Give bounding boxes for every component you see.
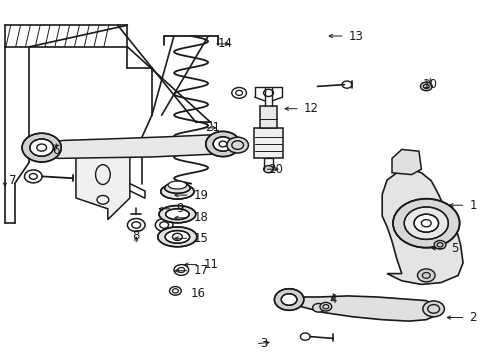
Text: 19: 19 xyxy=(194,189,209,202)
Polygon shape xyxy=(392,149,421,175)
Text: 14: 14 xyxy=(218,37,233,50)
Circle shape xyxy=(30,139,53,156)
Text: 13: 13 xyxy=(349,30,364,42)
Polygon shape xyxy=(382,169,463,284)
Text: 17: 17 xyxy=(194,264,209,277)
Text: 16: 16 xyxy=(191,287,206,300)
Text: 2: 2 xyxy=(469,311,477,324)
Text: 12: 12 xyxy=(304,102,319,115)
Ellipse shape xyxy=(161,184,194,199)
Ellipse shape xyxy=(159,206,196,223)
Text: 7: 7 xyxy=(9,174,16,186)
Circle shape xyxy=(393,199,460,248)
Circle shape xyxy=(213,137,233,151)
Text: 11: 11 xyxy=(203,258,219,271)
Circle shape xyxy=(206,131,240,157)
Circle shape xyxy=(320,302,332,311)
Bar xyxy=(254,128,283,158)
Text: 15: 15 xyxy=(194,232,208,245)
Text: 1: 1 xyxy=(469,199,477,212)
Ellipse shape xyxy=(168,181,187,189)
Polygon shape xyxy=(284,296,439,321)
Text: 18: 18 xyxy=(194,211,208,224)
Text: 6: 6 xyxy=(52,144,60,157)
Circle shape xyxy=(414,214,439,232)
Circle shape xyxy=(417,269,435,282)
Text: 8: 8 xyxy=(132,229,140,242)
Circle shape xyxy=(423,301,444,317)
Text: 21: 21 xyxy=(205,121,220,134)
Text: 9: 9 xyxy=(176,202,184,215)
Ellipse shape xyxy=(165,231,190,243)
Circle shape xyxy=(264,166,273,173)
Circle shape xyxy=(227,137,248,153)
Text: 20: 20 xyxy=(269,163,283,176)
Circle shape xyxy=(22,133,61,162)
Circle shape xyxy=(434,240,446,249)
Text: 5: 5 xyxy=(451,242,458,255)
Circle shape xyxy=(281,294,297,305)
Text: 10: 10 xyxy=(423,78,438,91)
Text: 4: 4 xyxy=(329,293,337,306)
Polygon shape xyxy=(76,148,130,220)
Circle shape xyxy=(313,303,324,312)
Ellipse shape xyxy=(166,209,189,220)
Polygon shape xyxy=(33,134,240,158)
Circle shape xyxy=(404,207,448,239)
Ellipse shape xyxy=(165,183,190,193)
Circle shape xyxy=(420,82,432,91)
Circle shape xyxy=(274,289,304,310)
Bar xyxy=(260,106,277,128)
Text: 3: 3 xyxy=(260,337,267,350)
Ellipse shape xyxy=(158,227,197,247)
